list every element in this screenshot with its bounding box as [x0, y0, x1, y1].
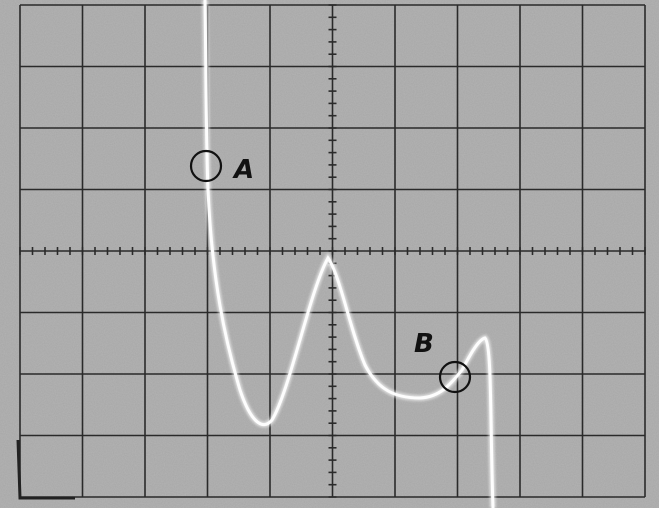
marker-label: A	[232, 155, 254, 185]
oscilloscope-screen: A B	[0, 0, 659, 508]
marker-label: B	[414, 329, 434, 359]
screen-grain	[0, 0, 659, 508]
page: A B (() => { const data = JSON.parse(doc…	[0, 0, 659, 508]
